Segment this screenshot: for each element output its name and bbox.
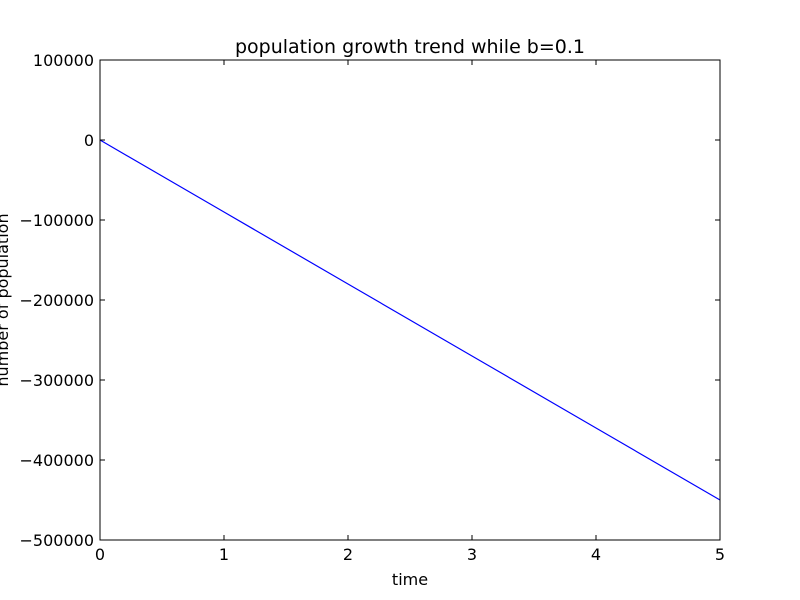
x-tick-label: 1 [219, 545, 229, 564]
x-tick-label: 4 [591, 545, 601, 564]
y-tick-label: 0 [84, 131, 94, 150]
y-tick-label: 100000 [33, 51, 94, 70]
chart-title: population growth trend while b=0.1 [235, 36, 585, 58]
x-tick-label: 5 [715, 545, 725, 564]
y-tick-label: −400000 [20, 451, 94, 470]
axes-frame [99, 59, 721, 541]
y-tick-label: −500000 [20, 531, 94, 550]
x-tick-label: 2 [343, 545, 353, 564]
series-line-0 [99, 139, 721, 501]
y-tick-label: −200000 [20, 291, 94, 310]
x-tick-label: 3 [467, 545, 477, 564]
y-tick-label: −300000 [20, 371, 94, 390]
y-axis-label: number of population [0, 213, 12, 386]
y-tick-label: −100000 [20, 211, 94, 230]
x-axis-label: time [392, 570, 428, 589]
x-tick-label: 0 [95, 545, 105, 564]
series-layer [99, 139, 721, 501]
tick-layer: 0 1 2 3 4 5 100000 0 −100000 −200000 −300000 −40000… [20, 51, 726, 564]
